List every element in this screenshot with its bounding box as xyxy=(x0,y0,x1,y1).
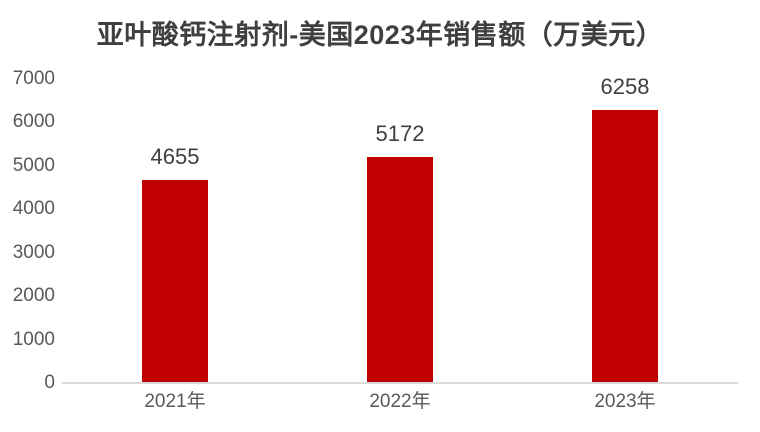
bar-2022年 xyxy=(367,157,433,382)
y-axis-tick-label: 4000 xyxy=(12,198,55,220)
y-axis-tick-label: 7000 xyxy=(12,68,55,89)
x-axis-line xyxy=(62,382,738,384)
y-axis-tick-label: 1000 xyxy=(12,328,55,350)
bar-2023年 xyxy=(592,110,658,382)
y-axis-tick-label: 5000 xyxy=(12,154,55,176)
y-axis-tick-label: 6000 xyxy=(12,111,55,133)
bar-value-label: 6258 xyxy=(600,74,650,99)
x-axis-category-label: 2022年 xyxy=(369,391,431,412)
x-axis-category-label: 2023年 xyxy=(594,391,656,412)
chart-title: 亚叶酸钙注射剂-美国2023年销售额（万美元） xyxy=(96,20,664,50)
bar-2021年 xyxy=(142,180,208,382)
y-axis-tick-label: 2000 xyxy=(12,285,55,307)
bar-value-label: 4655 xyxy=(150,144,200,169)
x-axis-category-label: 2021年 xyxy=(144,391,206,412)
y-axis-tick-label: 0 xyxy=(44,372,55,393)
y-axis-tick-label: 3000 xyxy=(12,241,55,263)
bar-value-label: 5172 xyxy=(375,121,425,146)
